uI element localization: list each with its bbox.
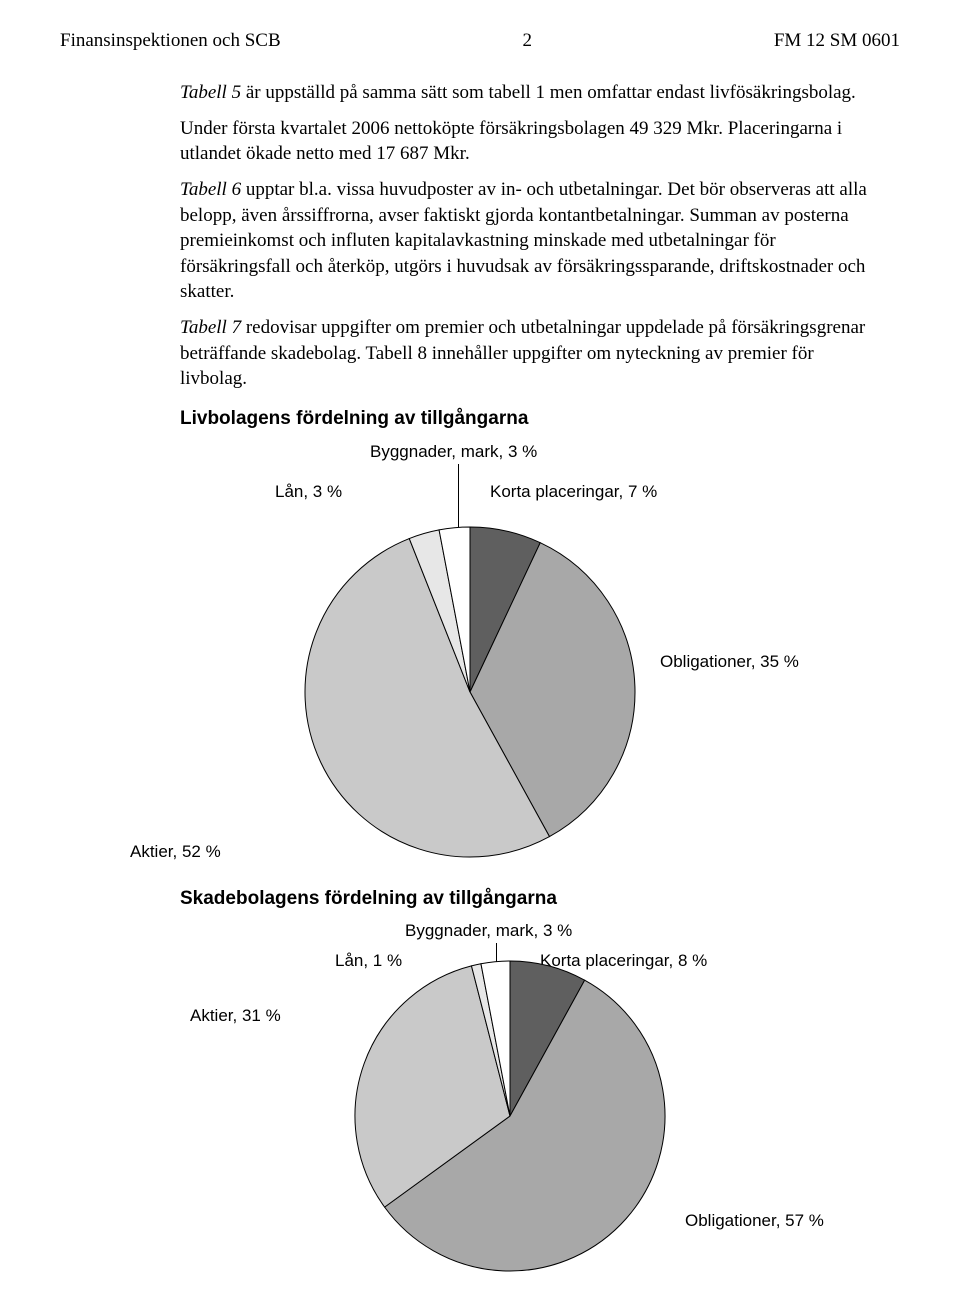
chart1-title: Livbolagens fördelning av tillgångarna [180,406,880,432]
para-4-em: Tabell 7 [180,317,241,338]
para-3: Tabell 6 upptar bl.a. vissa huvudposter … [180,177,880,305]
para-1-rest: är uppställd på samma sätt som tabell 1 … [241,82,856,103]
chart1-pie [180,442,639,861]
chart2-area: Byggnader, mark, 3 % Lån, 1 % Korta plac… [180,921,880,1241]
header-right: FM 12 SM 0601 [774,30,900,52]
para-3-rest: upptar bl.a. vissa huvudposter av in- oc… [180,179,867,303]
chart2-title: Skadebolagens fördelning av tillgångarna [180,886,880,912]
chart1-label-oblig: Obligationer, 35 % [660,652,799,672]
header-page-number: 2 [522,30,532,52]
para-4-rest: redovisar uppgifter om premier och utbet… [180,317,865,389]
chart1-area: Byggnader, mark, 3 % Lån, 3 % Korta plac… [180,442,880,872]
para-3-em: Tabell 6 [180,179,241,200]
page-header: Finansinspektionen och SCB 2 FM 12 SM 06… [60,30,900,52]
para-4: Tabell 7 redovisar uppgifter om premier … [180,315,880,392]
para-1: Tabell 5 är uppställd på samma sätt som … [180,80,880,106]
body-text: Tabell 5 är uppställd på samma sätt som … [180,80,880,432]
para-1-em: Tabell 5 [180,82,241,103]
chart2-pie [180,921,669,1275]
header-left: Finansinspektionen och SCB [60,30,281,52]
para-2: Under första kvartalet 2006 nettoköpte f… [180,116,880,167]
chart2-label-oblig: Obligationer, 57 % [685,1211,824,1231]
